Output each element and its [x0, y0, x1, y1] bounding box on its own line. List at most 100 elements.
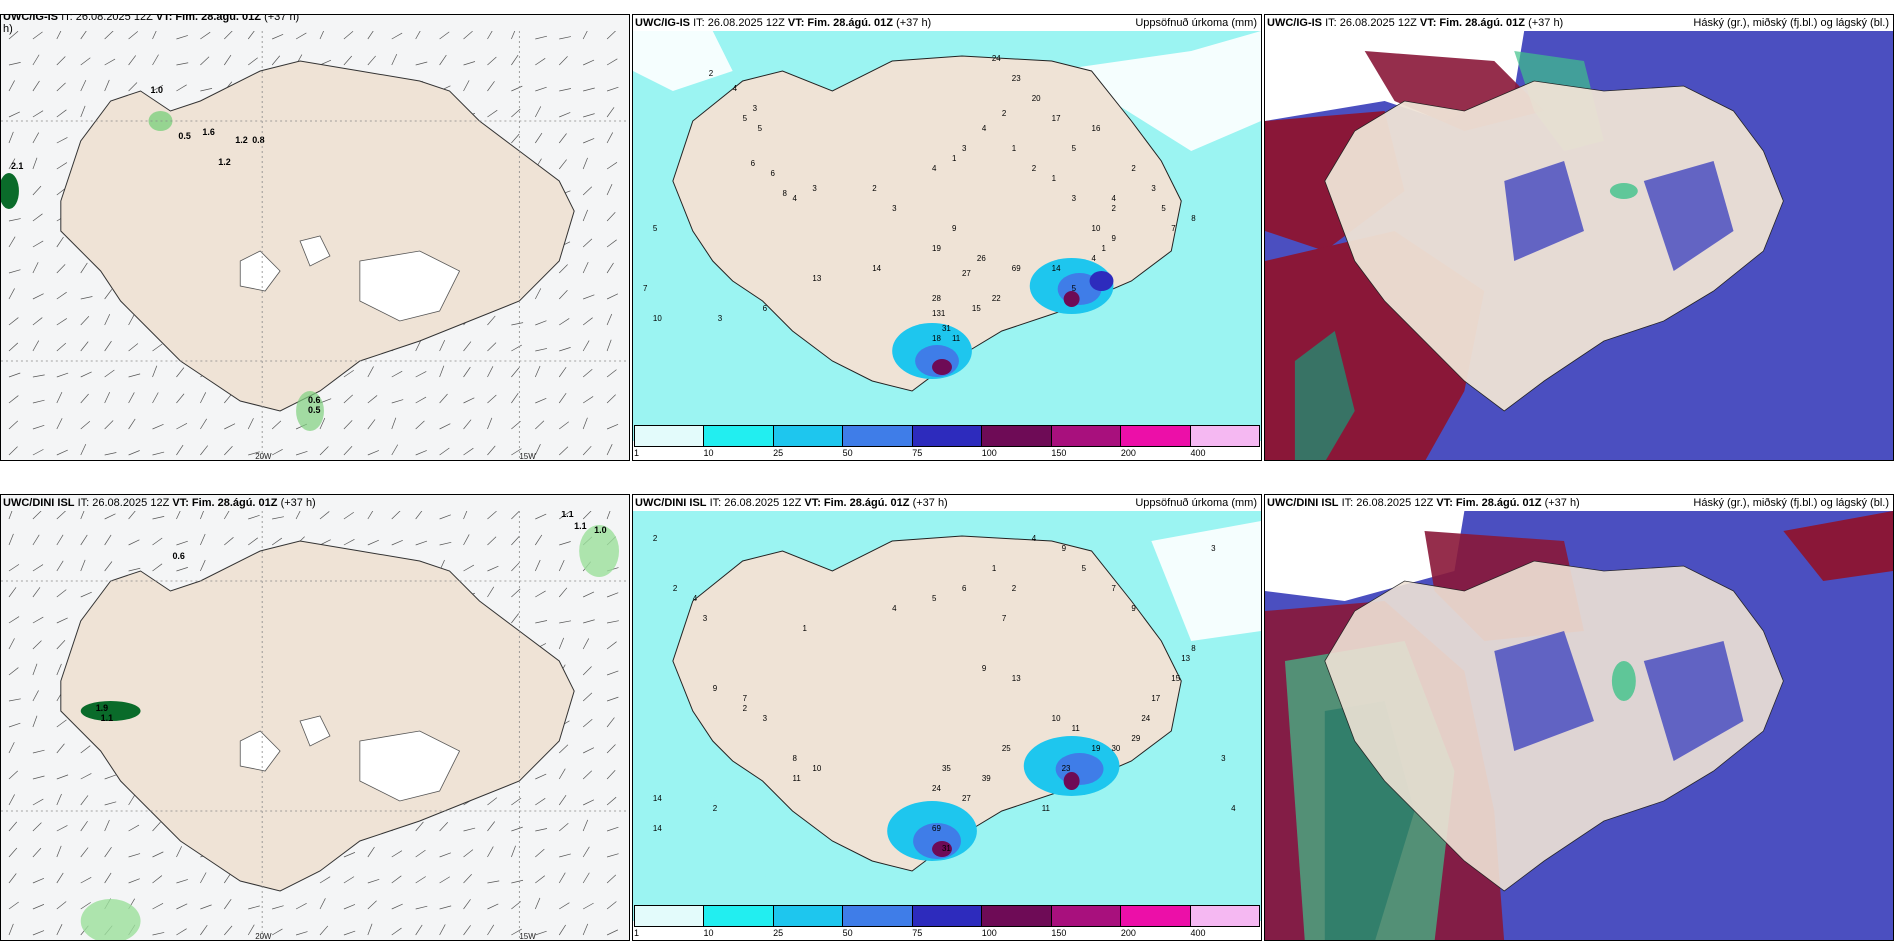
wind-barb: [439, 905, 452, 910]
wind-barb: [463, 534, 470, 546]
wind-barb: [582, 747, 595, 754]
wind-barb: [391, 539, 403, 546]
precip-value: 1: [1102, 244, 1107, 253]
wind-barb: [535, 798, 546, 806]
wind-barb: [463, 80, 470, 92]
wind-barb: [582, 317, 593, 326]
wind-barb: [583, 59, 595, 66]
wind-barb: [511, 826, 523, 832]
wind-barb: [559, 36, 572, 40]
wind-barb: [152, 537, 163, 546]
wind-barb: [104, 452, 117, 456]
wind-barb: [8, 794, 15, 806]
colorbar-tick: 25: [773, 448, 784, 458]
wind-barb: [582, 157, 588, 170]
wind-barb: [176, 928, 187, 936]
wind-barb: [367, 511, 374, 520]
wind-barb: [80, 795, 89, 806]
wind-barb: [8, 288, 15, 300]
wind-barb: [606, 262, 614, 274]
wind-barb: [32, 424, 45, 430]
wind-barb: [319, 417, 326, 430]
precip-value: 10: [1092, 224, 1101, 233]
wind-barb: [606, 853, 619, 858]
wind-panel-row1: UWC/IG-IS IT: 26.08.2025 12Z VT: Fim. 28…: [0, 14, 630, 461]
wind-barb: [224, 393, 233, 404]
wind-value: 1.0: [594, 525, 606, 535]
wind-barb: [487, 366, 494, 378]
colorbar-bin: [1121, 426, 1191, 446]
precip-value: 1: [992, 564, 997, 573]
precip-value: 14: [653, 824, 662, 833]
wind-barb: [8, 638, 15, 650]
wind-barb: [582, 718, 593, 728]
precip-value: 2: [1111, 204, 1116, 213]
wind-barb: [56, 901, 67, 910]
wind-barb: [32, 877, 45, 884]
wind-barb: [391, 417, 397, 430]
wind-barb: [535, 513, 547, 520]
wind-barb: [8, 158, 16, 170]
wind-barb: [32, 775, 45, 780]
wind-barb: [367, 539, 379, 546]
wind-barb: [104, 846, 112, 858]
wind-barb: [152, 903, 164, 910]
wind-barb: [487, 417, 493, 430]
precip-value: 3: [763, 714, 768, 723]
precip-value: 7: [1002, 614, 1007, 623]
wind-barb: [247, 418, 254, 430]
wind-barb: [511, 108, 521, 118]
wind-barb: [535, 420, 545, 430]
wind-barb: [200, 56, 210, 66]
wind-barb: [128, 824, 140, 832]
colorbar-tick: 1: [634, 448, 640, 458]
precip-value: 9: [952, 224, 957, 233]
wind-barb: [32, 663, 38, 676]
wind-barb: [32, 930, 45, 936]
wind-barb: [128, 314, 135, 326]
wind-barb: [32, 213, 43, 222]
wind-barb: [391, 53, 398, 66]
wind-barb: [176, 367, 185, 378]
glacier-hofsjokull: [299, 235, 331, 267]
wind-barb: [80, 393, 89, 404]
precip-value: 6: [751, 159, 756, 168]
precip-value: 35: [942, 764, 951, 773]
precip-value: 4: [1092, 254, 1097, 263]
wind-barb: [152, 516, 165, 520]
wind-barb: [80, 773, 92, 780]
wind-barb: [511, 562, 520, 572]
precip-value: 31: [942, 324, 951, 333]
wind-barb: [463, 849, 474, 858]
wind-barb: [606, 744, 616, 754]
wind-barb: [582, 692, 593, 702]
wind-barb: [463, 899, 471, 910]
precip-value: 6: [763, 304, 768, 313]
wind-barb: [8, 742, 15, 754]
wind-barb: [606, 796, 617, 806]
wind-barb: [439, 340, 446, 352]
wind-barb: [8, 847, 18, 858]
precip-value: 2: [1131, 164, 1136, 173]
precip-value: 7: [1111, 584, 1116, 593]
wind-barb: [439, 541, 452, 546]
wind-barb: [200, 533, 206, 546]
cloud-panel-label: Háský (gr.), miðský (fj.bl.) og lágský (…: [1693, 497, 1889, 509]
wind-barb: [487, 394, 497, 404]
wind-barb: [152, 423, 164, 430]
precip-value: 24: [992, 54, 1001, 63]
precip-panel-label: Uppsöfnuð úrkoma (mm): [1135, 497, 1257, 509]
wind-barb: [391, 875, 402, 884]
wind-barb: [200, 445, 209, 456]
wind-barb: [487, 903, 499, 910]
wind-barb: [8, 770, 19, 780]
colorbar-tick: 400: [1190, 928, 1206, 938]
precip-value: 11: [1042, 804, 1051, 813]
wind-barb: [128, 31, 139, 40]
wind-barb: [439, 423, 451, 430]
precip-value: 10: [812, 764, 821, 773]
wind-barb: [582, 445, 592, 456]
wind-barb: [80, 559, 86, 572]
wind-barb: [343, 904, 356, 910]
wind-barb: [104, 801, 117, 806]
